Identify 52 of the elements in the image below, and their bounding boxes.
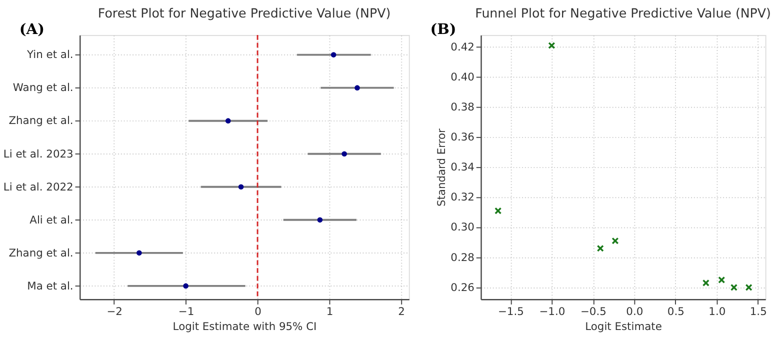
point	[612, 237, 619, 244]
text: (B)	[430, 21, 456, 38]
point	[330, 52, 336, 58]
point	[183, 283, 188, 289]
point	[718, 276, 726, 284]
chart-title: Forest Plot for Negative Predictive Value (NPV)	[98, 6, 391, 21]
point	[225, 118, 231, 124]
point	[136, 250, 142, 256]
y-tick-label: 0.30	[450, 220, 475, 234]
x-tick-label: −1.5	[498, 305, 524, 318]
chart-title: Funnel Plot for Negative Predictive Value (NPV)	[475, 6, 771, 21]
point	[317, 217, 323, 223]
y-axis-title: Standard Error	[434, 128, 448, 207]
x-tick-label: −2	[106, 305, 122, 318]
point	[730, 284, 738, 291]
y-tick-label: 0.32	[450, 190, 474, 204]
point	[494, 207, 502, 214]
y-tick-label: 0.34	[450, 160, 475, 174]
x-tick-label: 0	[254, 305, 262, 318]
y-tick-label: Yin et al.	[26, 48, 74, 62]
y-tick-label: Wang et al.	[12, 81, 74, 94]
x-tick-label: −1	[178, 305, 194, 318]
y-tick-label: 0.38	[450, 100, 475, 114]
y-tick-label: Zhang et al.	[8, 114, 74, 128]
point	[702, 279, 710, 286]
x-tick-label: 1.5	[750, 305, 767, 318]
point	[745, 284, 752, 291]
y-tick-label: Ali et al.	[30, 213, 74, 226]
x-axis-title: Logit Estimate with 95% CI	[172, 320, 317, 333]
y-tick-label: Li et al. 2023	[3, 147, 74, 160]
y-tick-label: 0.26	[450, 280, 475, 294]
point	[342, 151, 347, 157]
y-tick-label: 0.40	[450, 70, 475, 84]
x-tick-label: 2	[398, 305, 405, 318]
x-tick-label: −1.0	[539, 305, 566, 318]
y-tick-label: Ma et al.	[27, 279, 74, 292]
y-tick-label: Li et al. 2022	[3, 180, 74, 194]
y-tick-label: 0.42	[450, 40, 474, 54]
point	[596, 244, 604, 252]
point	[548, 42, 556, 50]
x-axis-title: Logit Estimate	[585, 320, 662, 333]
x-tick-label: −0.5	[580, 305, 606, 318]
point	[354, 85, 360, 90]
x-tick-label: 0.0	[626, 305, 644, 318]
x-tick-label: 0.5	[667, 305, 684, 318]
point	[238, 184, 244, 190]
x-tick-label: 1.0	[708, 305, 726, 318]
text: (A)	[19, 21, 44, 38]
y-tick-label: Zhang et al.	[8, 246, 74, 260]
x-tick-label: 1	[326, 305, 334, 318]
y-tick-label: 0.28	[450, 250, 475, 264]
y-tick-label: 0.36	[450, 130, 475, 144]
